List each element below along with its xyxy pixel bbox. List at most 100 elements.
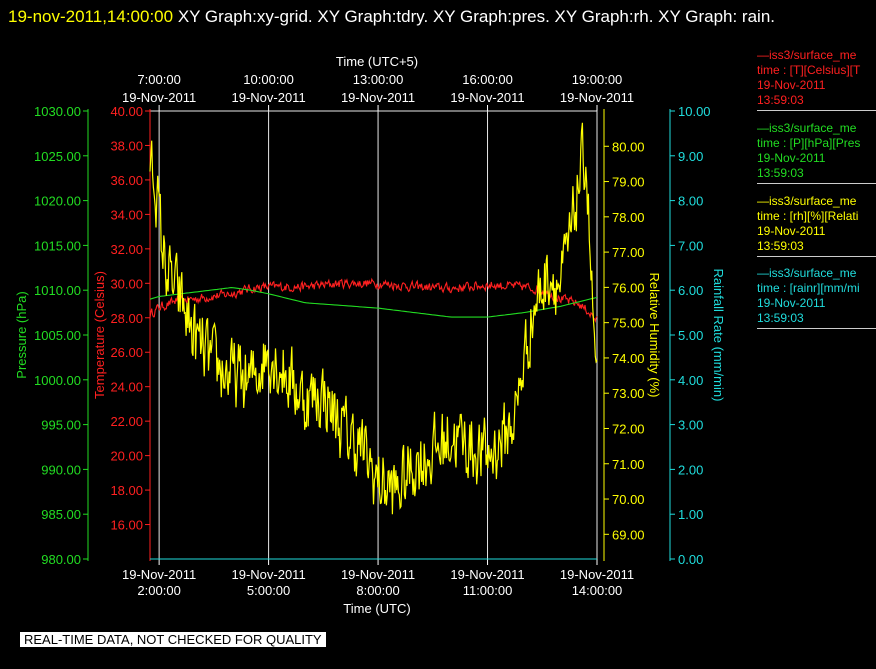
temperature-tick-label: 22.00: [110, 414, 143, 429]
x-tick-date: 19-Nov-2011: [231, 567, 305, 582]
pressure-tick-label: 1030.00: [34, 104, 81, 119]
legend-divider: [757, 256, 876, 257]
pressure-tick-label: 980.00: [41, 552, 81, 567]
legend-time: 13:59:03: [757, 239, 804, 253]
pressure-tick-label: 990.00: [41, 462, 81, 477]
pressure-tick-label: 1020.00: [34, 194, 81, 209]
x-tick-time: 2:00:00: [137, 583, 180, 598]
humidity-tick-label: 73.00: [612, 386, 645, 401]
pressure-tick-label: 1000.00: [34, 373, 81, 388]
rain-tick-label: 0.00: [678, 552, 703, 567]
humidity-axis-label: Relative Humidity (%): [647, 273, 662, 398]
pressure-tick-label: 1010.00: [34, 283, 81, 298]
x-top-axis-label: Time (UTC+5): [336, 54, 418, 69]
x-top-tick-time: 19:00:00: [572, 72, 623, 87]
x-tick-time: 8:00:00: [356, 583, 399, 598]
humidity-tick-label: 72.00: [612, 421, 645, 436]
right-axes: 69.00 70.00 71.00 72.00 73.00 74.00 75.00 76.00…: [603, 104, 726, 567]
rain-tick-label: 7.00: [678, 238, 703, 253]
x-tick-time: 11:00:00: [463, 583, 513, 598]
humidity-tick-label: 79.00: [612, 175, 645, 190]
legend-date: 19-Nov-2011: [757, 296, 826, 310]
legend-entry-pressure: —iss3/surface_me time : [P][hPa][Pres 19…: [757, 121, 876, 184]
grid-lines: [158, 111, 598, 559]
temperature-tick-label: 18.00: [110, 483, 143, 498]
rain-tick-label: 5.00: [678, 328, 703, 343]
humidity-tick-label: 69.00: [612, 527, 645, 542]
pressure-tick-label: 1025.00: [34, 149, 81, 164]
humidity-tick-label: 76.00: [612, 280, 645, 295]
x-top-tick-time: 16:00:00: [462, 72, 513, 87]
series-line-pressure: [149, 287, 598, 318]
x-top-tick-time: 13:00:00: [353, 72, 404, 87]
left-axes: 980.00 985.00 990.00 995.00 1000.00 1005.00 10…: [14, 104, 151, 567]
legend-time: 13:59:03: [757, 311, 804, 325]
x-axes: 19-Nov-20112:00:0019-Nov-20115:00:0019-N…: [122, 54, 634, 616]
temperature-tick-label: 24.00: [110, 380, 143, 395]
pressure-tick-label: 995.00: [41, 418, 81, 433]
legend-time: 13:59:03: [757, 166, 804, 180]
temperature-axis-label: Temperature (Celsius): [92, 271, 107, 399]
x-tick-date: 19-Nov-2011: [122, 567, 196, 582]
humidity-tick-label: 70.00: [612, 492, 645, 507]
legend-series-field: time : [T][Celsius][T: [757, 63, 861, 77]
legend-divider: [757, 328, 876, 329]
legend-series-name: —iss3/surface_me: [757, 266, 857, 280]
legend-date: 19-Nov-2011: [757, 224, 826, 238]
legend-divider: [757, 183, 876, 184]
rain-tick-label: 4.00: [678, 373, 703, 388]
temperature-tick-label: 26.00: [110, 345, 143, 360]
pressure-axis-label: Pressure (hPa): [14, 291, 29, 378]
temperature-tick-label: 28.00: [110, 311, 143, 326]
humidity-tick-label: 75.00: [612, 316, 645, 331]
page-title: 19-nov-2011,14:00:00 XY Graph:xy-grid. X…: [8, 2, 858, 32]
humidity-tick-label: 80.00: [612, 139, 645, 154]
x-top-tick-time: 10:00:00: [243, 72, 294, 87]
series-lines: [149, 122, 598, 560]
header-timestamp: 19-nov-2011,14:00:00: [8, 7, 174, 26]
legend-entry-temperature: —iss3/surface_me time : [T][Celsius][T 1…: [757, 48, 876, 111]
pressure-tick-label: 1015.00: [34, 238, 81, 253]
temperature-tick-label: 38.00: [110, 138, 143, 153]
rain-tick-label: 3.00: [678, 418, 703, 433]
legend-date: 19-Nov-2011: [757, 151, 826, 165]
legend-divider: [757, 110, 876, 111]
x-top-tick-date: 19-Nov-2011: [560, 90, 634, 105]
legend-series-field: time : [rainr][mm/mi: [757, 281, 860, 295]
series-line-humidity: [149, 122, 598, 515]
pressure-tick-label: 1005.00: [34, 328, 81, 343]
humidity-tick-label: 77.00: [612, 245, 645, 260]
x-top-tick-date: 19-Nov-2011: [450, 90, 524, 105]
temperature-tick-label: 36.00: [110, 173, 143, 188]
x-top-tick-time: 7:00:00: [137, 72, 180, 87]
temperature-tick-label: 20.00: [110, 449, 143, 464]
temperature-tick-label: 34.00: [110, 207, 143, 222]
pressure-tick-label: 985.00: [41, 507, 81, 522]
x-top-tick-date: 19-Nov-2011: [341, 90, 415, 105]
rain-tick-label: 10.00: [678, 104, 711, 119]
rain-tick-label: 2.00: [678, 462, 703, 477]
x-tick-time: 14:00:00: [572, 583, 623, 598]
legend-date: 19-Nov-2011: [757, 78, 826, 92]
x-tick-date: 19-Nov-2011: [450, 567, 524, 582]
temperature-tick-label: 16.00: [110, 518, 143, 533]
legend-series-field: time : [rh][%][Relati: [757, 209, 859, 223]
legend-series-name: —iss3/surface_me: [757, 48, 857, 62]
humidity-tick-label: 71.00: [612, 457, 645, 472]
legend-entry-rainfall: —iss3/surface_me time : [rainr][mm/mi 19…: [757, 266, 876, 329]
temperature-tick-label: 30.00: [110, 276, 143, 291]
humidity-tick-label: 74.00: [612, 351, 645, 366]
rain-axis-label: Rainfall Rate (mm/min): [711, 269, 726, 402]
x-axis-label: Time (UTC): [343, 601, 410, 616]
legend-series-name: —iss3/surface_me: [757, 121, 857, 135]
legend-time: 13:59:03: [757, 93, 804, 107]
rain-tick-label: 8.00: [678, 194, 703, 209]
rain-tick-label: 6.00: [678, 283, 703, 298]
rain-tick-label: 9.00: [678, 149, 703, 164]
x-top-tick-date: 19-Nov-2011: [231, 90, 305, 105]
humidity-tick-label: 78.00: [612, 210, 645, 225]
quality-warning-banner: REAL-TIME DATA, NOT CHECKED FOR QUALITY: [20, 632, 326, 647]
temperature-tick-label: 40.00: [110, 104, 143, 119]
x-top-tick-date: 19-Nov-2011: [122, 90, 196, 105]
